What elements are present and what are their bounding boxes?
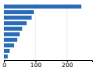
tick: 200 (62, 60, 74, 68)
tick: 100 (30, 60, 42, 68)
bar (4, 49, 10, 53)
bar (4, 27, 22, 31)
grid (4, 3, 67, 60)
bar (4, 54, 8, 58)
bar (4, 38, 17, 42)
bar (4, 43, 14, 47)
bar (4, 21, 27, 25)
chart-container: 0 100 200 (0, 0, 100, 71)
tick-label: 100 (30, 61, 42, 68)
x-axis: 0 100 200 (3, 60, 93, 68)
axis-line (5, 61, 93, 63)
bar (4, 16, 32, 20)
chart: 0 100 200 (0, 0, 100, 71)
grid-line (35, 3, 36, 60)
bar (4, 10, 34, 14)
bar (4, 32, 20, 36)
tick-label: 200 (62, 61, 74, 68)
bar (4, 5, 81, 9)
bars (4, 5, 81, 59)
grid-line (66, 3, 67, 60)
tick-label: 0 (3, 61, 7, 68)
tick: 0 (3, 60, 7, 68)
